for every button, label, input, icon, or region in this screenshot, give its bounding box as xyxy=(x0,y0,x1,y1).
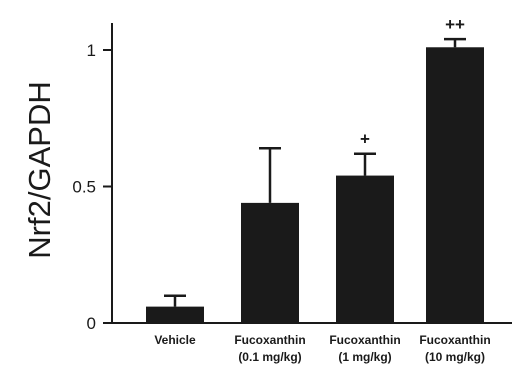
significance-marker: + xyxy=(360,130,370,149)
category-label: Fucoxanthin xyxy=(419,333,490,347)
bar xyxy=(426,47,484,324)
category-label-dose: (10 mg/kg) xyxy=(425,350,485,364)
bar xyxy=(336,175,394,323)
bar xyxy=(146,306,204,323)
category-label-dose: (0.1 mg/kg) xyxy=(238,350,301,364)
y-tick-label: 0.5 xyxy=(72,178,96,197)
bars xyxy=(146,37,484,324)
category-label: Vehicle xyxy=(154,333,196,347)
y-tick-label: 1 xyxy=(87,41,96,60)
category-label-dose: (1 mg/kg) xyxy=(338,350,391,364)
category-label: Fucoxanthin xyxy=(329,333,400,347)
significance-marker: ++ xyxy=(445,15,465,34)
bar xyxy=(241,202,299,323)
y-tick-label: 0 xyxy=(87,314,96,333)
category-label: Fucoxanthin xyxy=(234,333,305,347)
y-axis-title: Nrf2/GAPDH xyxy=(22,81,57,258)
labels: Nrf2/GAPDH Vehicle Fucoxanthin (0.1 mg/kg) +… xyxy=(22,15,491,364)
